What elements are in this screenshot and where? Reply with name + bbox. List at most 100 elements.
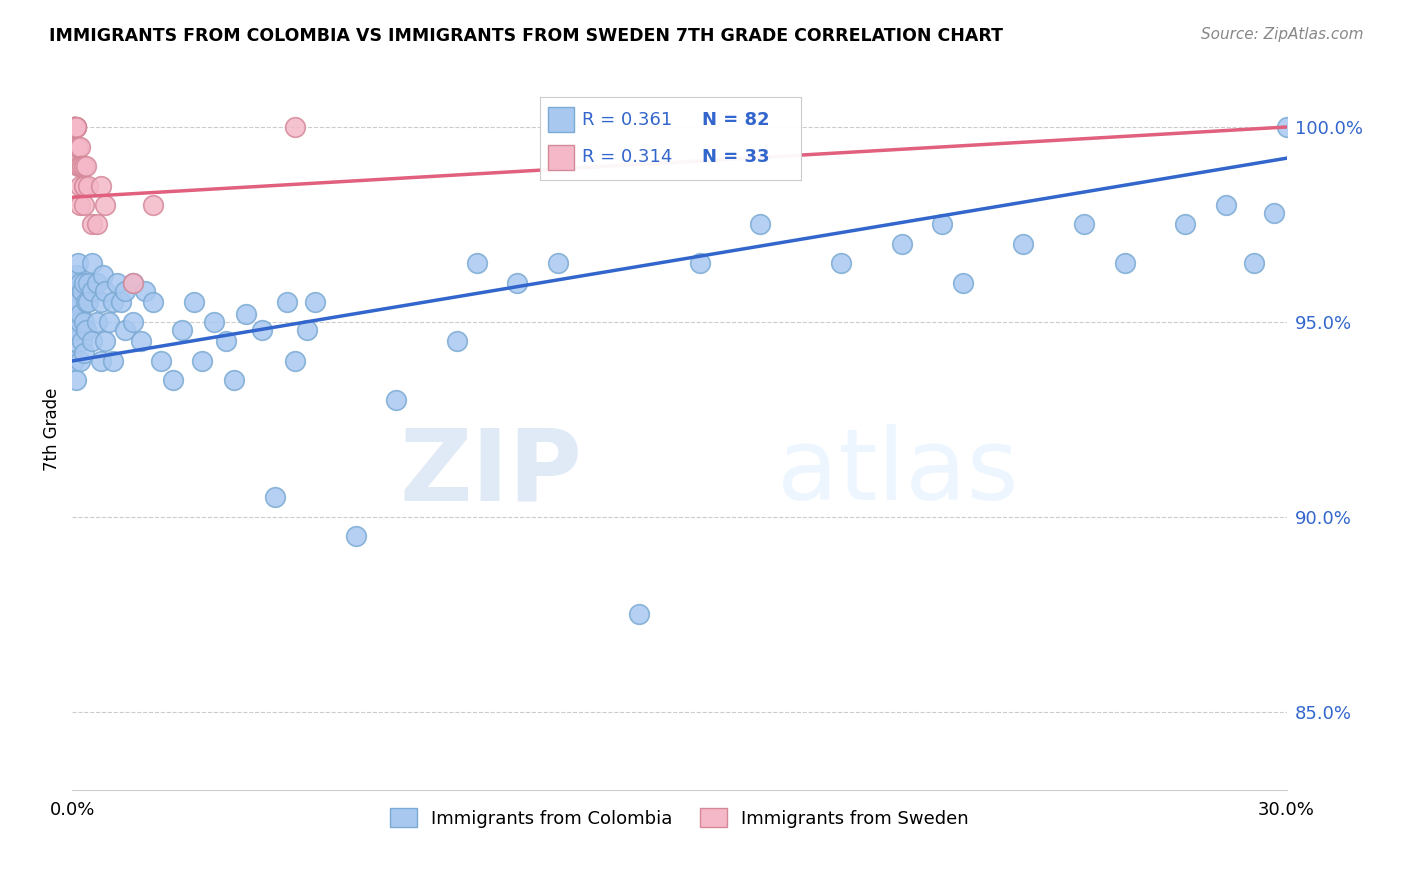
Point [97, 315, 120, 329]
Point [63, 120, 86, 134]
Point [75, 159, 97, 173]
Y-axis label: 7th Grade: 7th Grade [44, 387, 60, 471]
Point [65, 323, 87, 337]
Point [252, 323, 274, 337]
Point [547, 256, 569, 270]
Point [63, 120, 86, 134]
Point [69, 354, 91, 368]
Point [72, 334, 94, 349]
Point [72, 159, 94, 173]
Point [63, 120, 86, 134]
Point [105, 276, 128, 290]
Point [63, 276, 86, 290]
Point [101, 354, 124, 368]
Point [65, 139, 87, 153]
Point [65, 120, 87, 134]
Point [110, 295, 132, 310]
Point [93, 198, 115, 212]
Point [1114, 256, 1136, 270]
Point [1073, 218, 1095, 232]
Point [90, 295, 112, 310]
Point [82, 284, 104, 298]
Point [952, 276, 974, 290]
Point [1174, 218, 1197, 232]
Point [67, 256, 90, 270]
Point [82, 256, 104, 270]
Point [86, 276, 108, 290]
Point [1215, 198, 1237, 212]
Point [142, 198, 165, 212]
Point [65, 268, 87, 283]
Point [65, 120, 87, 134]
Point [82, 218, 104, 232]
Text: Source: ZipAtlas.com: Source: ZipAtlas.com [1201, 27, 1364, 42]
Point [304, 295, 326, 310]
Point [73, 198, 96, 212]
Point [276, 295, 298, 310]
Point [63, 295, 86, 310]
Point [63, 354, 86, 368]
Point [86, 315, 108, 329]
Point [263, 491, 285, 505]
Point [931, 218, 953, 232]
Point [77, 276, 100, 290]
Point [73, 346, 96, 360]
Point [122, 276, 145, 290]
Point [134, 284, 156, 298]
Point [93, 334, 115, 349]
Point [1275, 120, 1298, 134]
Point [69, 307, 91, 321]
Point [215, 334, 238, 349]
Point [627, 607, 650, 622]
Point [101, 295, 124, 310]
Point [749, 218, 772, 232]
Point [65, 120, 87, 134]
Point [90, 178, 112, 193]
Point [63, 315, 86, 329]
Point [69, 139, 91, 153]
Point [69, 178, 91, 193]
Point [82, 334, 104, 349]
Point [77, 178, 100, 193]
Point [142, 295, 165, 310]
Point [72, 284, 94, 298]
Point [69, 198, 91, 212]
Point [170, 323, 193, 337]
Text: IMMIGRANTS FROM COLOMBIA VS IMMIGRANTS FROM SWEDEN 7TH GRADE CORRELATION CHART: IMMIGRANTS FROM COLOMBIA VS IMMIGRANTS F… [49, 27, 1004, 45]
Point [150, 354, 173, 368]
Point [63, 120, 86, 134]
Point [75, 323, 97, 337]
Point [90, 354, 112, 368]
Point [67, 159, 90, 173]
Point [465, 256, 488, 270]
Point [284, 354, 307, 368]
Point [122, 315, 145, 329]
Point [63, 120, 86, 134]
Legend: Immigrants from Colombia, Immigrants from Sweden: Immigrants from Colombia, Immigrants fro… [382, 801, 976, 835]
Point [69, 315, 91, 329]
Point [65, 284, 87, 298]
Point [235, 307, 257, 321]
Point [224, 374, 246, 388]
Point [830, 256, 852, 270]
Point [73, 315, 96, 329]
Point [295, 323, 318, 337]
Point [284, 120, 307, 134]
Point [73, 178, 96, 193]
Point [122, 276, 145, 290]
Point [114, 323, 136, 337]
Point [63, 334, 86, 349]
Point [202, 315, 225, 329]
Point [93, 284, 115, 298]
Point [63, 120, 86, 134]
Point [65, 374, 87, 388]
Point [1263, 206, 1285, 220]
Point [86, 218, 108, 232]
Point [1012, 237, 1035, 252]
Text: atlas: atlas [776, 424, 1018, 521]
Point [73, 276, 96, 290]
Point [91, 268, 114, 283]
Point [506, 276, 529, 290]
Point [129, 334, 152, 349]
Point [65, 120, 87, 134]
